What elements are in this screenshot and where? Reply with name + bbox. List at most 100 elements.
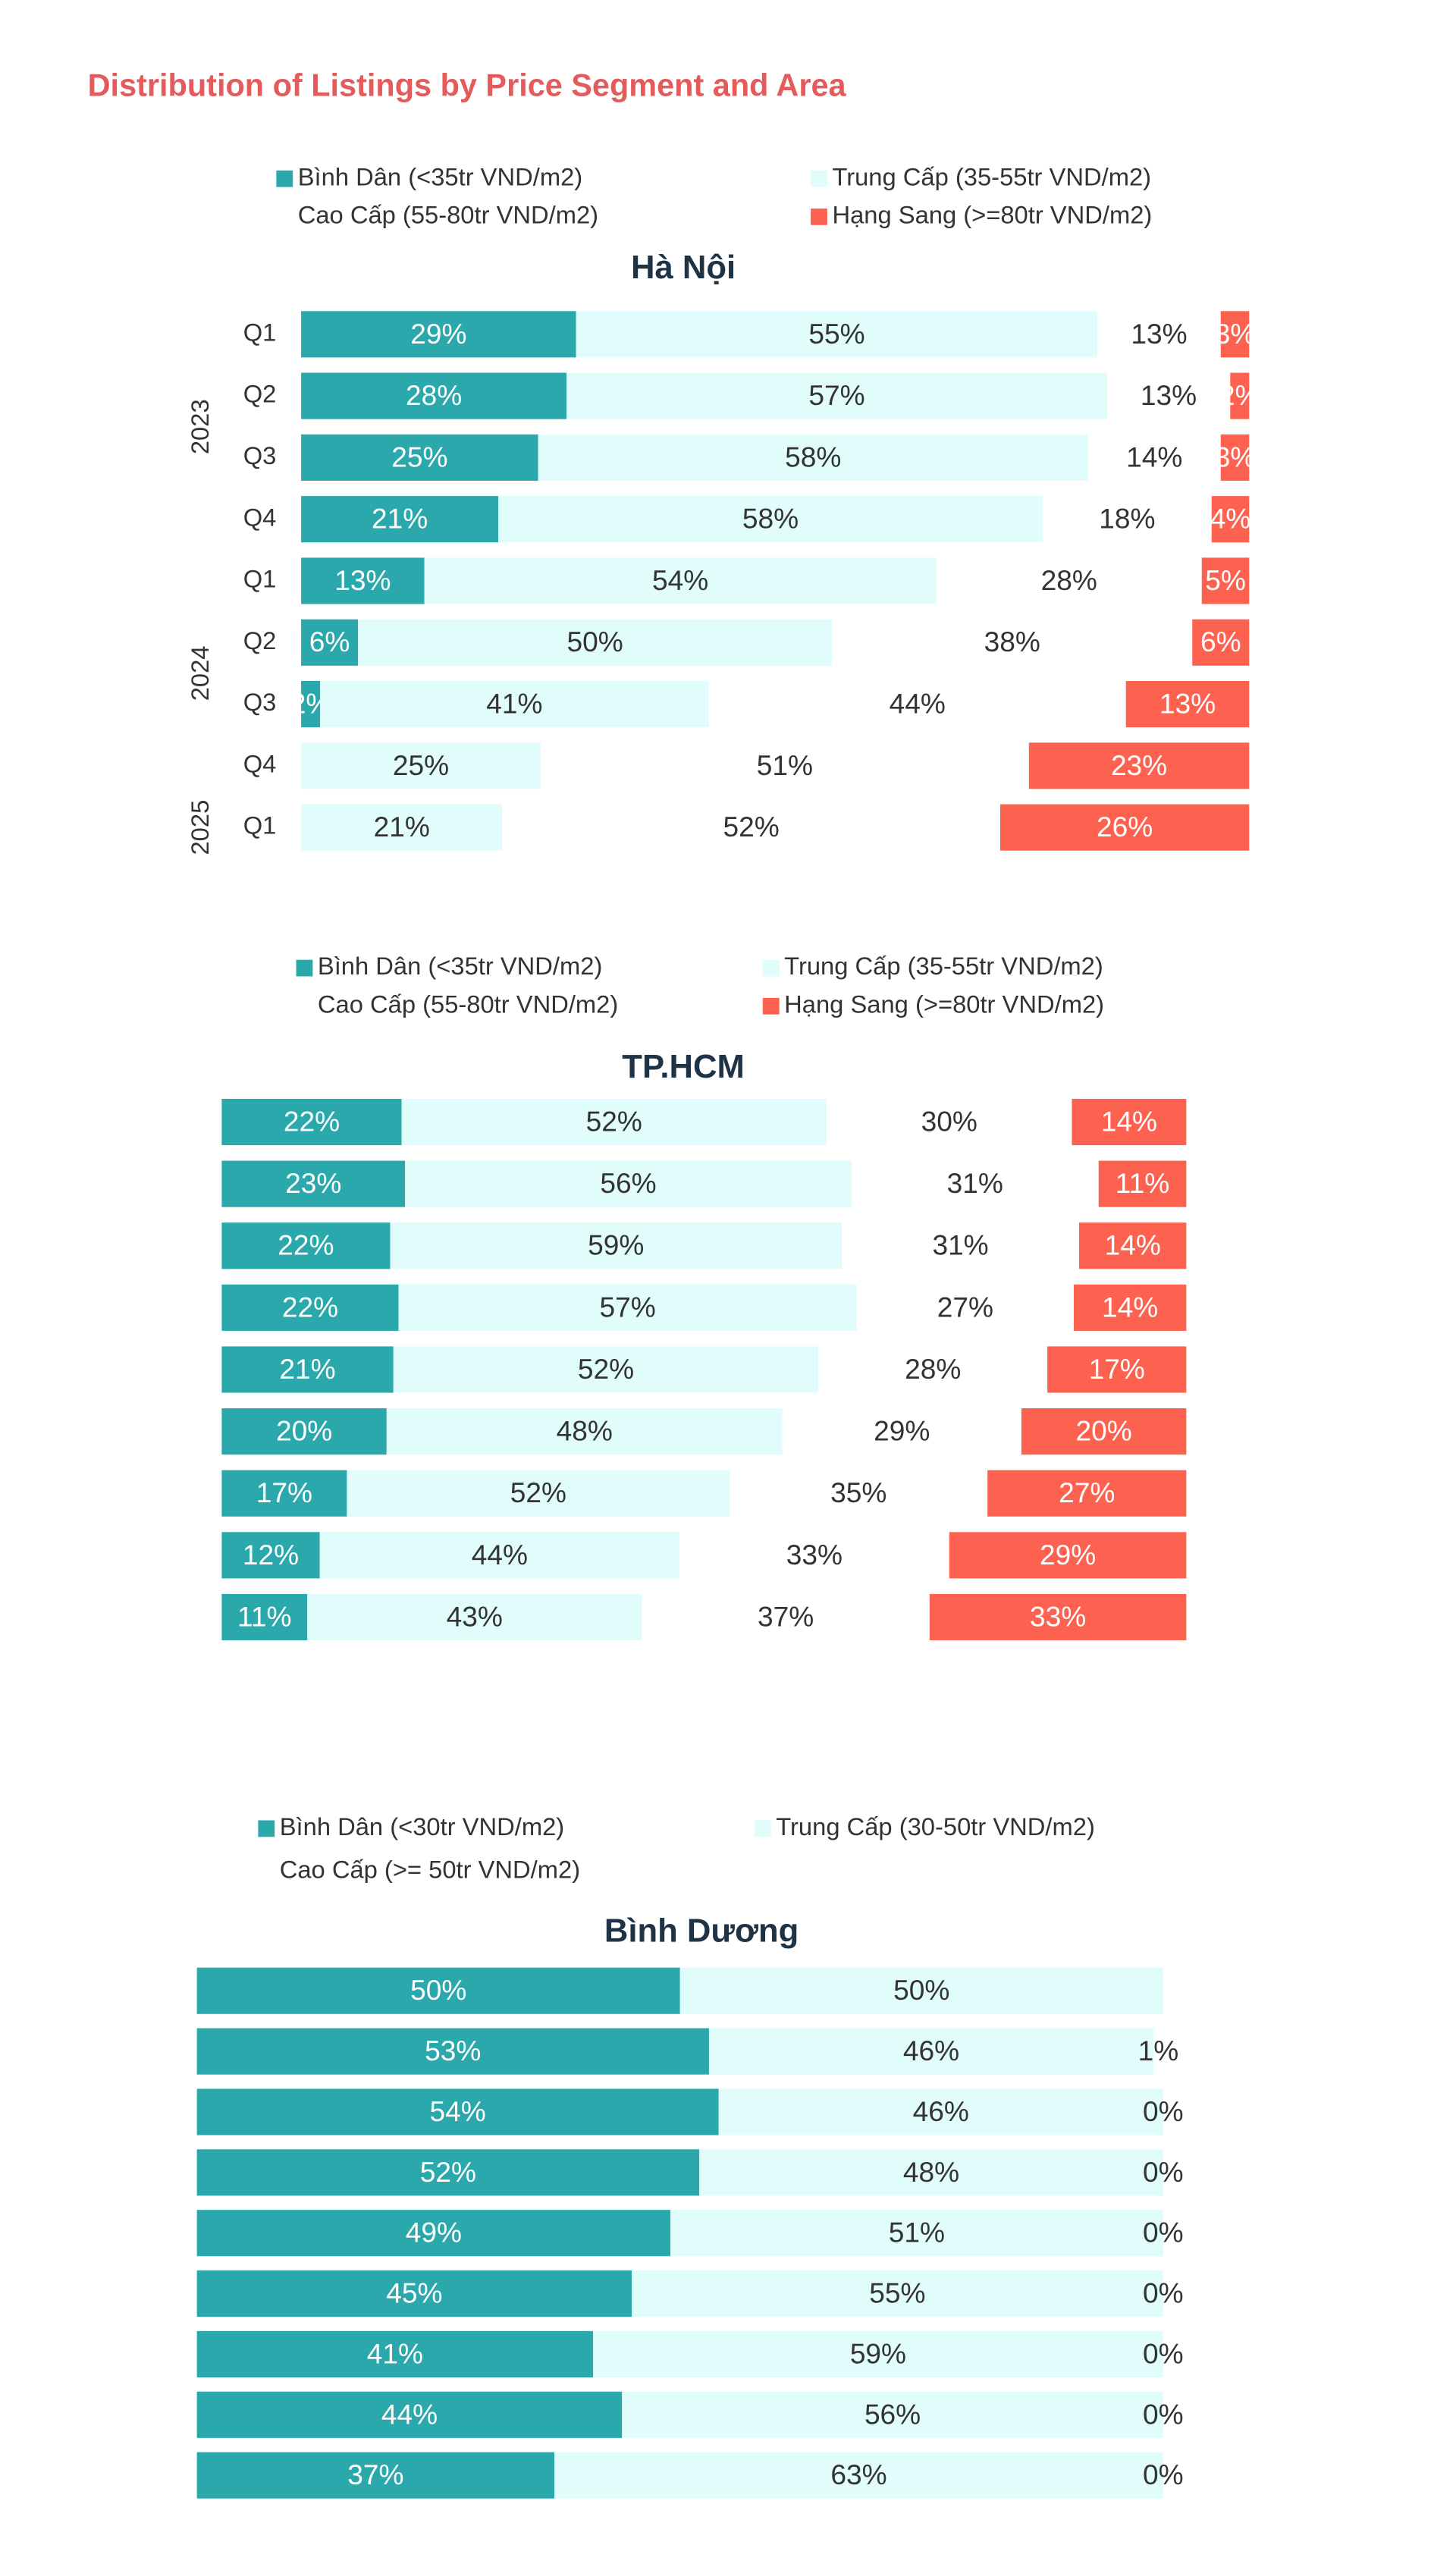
value-label: 3% [1215,318,1256,350]
value-label: 20% [276,1415,332,1447]
value-label: 29% [410,318,466,350]
group-label: 2025 [186,800,214,855]
value-label: 11% [237,1600,291,1632]
bar-segment [347,1470,730,1517]
value-label: 59% [588,1229,644,1261]
value-label: 53% [425,2035,481,2066]
value-label: 58% [742,503,799,535]
value-label: 46% [903,2035,959,2066]
value-label: 55% [808,318,864,350]
bar-segment [221,1532,320,1579]
legend-label: Hạng Sang (>=80tr VND/m2) [832,201,1152,229]
value-label: 6% [309,626,350,657]
bar-segment [358,619,833,666]
value-label: 6% [1200,626,1241,657]
value-label: 13% [1141,379,1197,411]
legend-swatch [258,1820,275,1837]
value-label: 12% [243,1539,299,1571]
group-label: 2024 [186,645,214,701]
legend-label: Cao Cấp (>= 50tr VND/m2) [280,1856,580,1884]
value-label: 0% [1143,2277,1184,2309]
bar-segment [301,619,359,666]
bar-segment [670,2210,1163,2257]
bar-segment [566,372,1107,419]
value-label: 51% [889,2217,945,2248]
value-label: 21% [374,811,430,843]
bar-segment [307,1593,642,1641]
value-label: 13% [334,564,391,596]
bar-segment [1098,1160,1187,1207]
value-label: 33% [1030,1600,1086,1632]
value-label: 17% [1089,1353,1145,1385]
bar-segment [196,2149,700,2196]
legend-label: Bình Dân (<30tr VND/m2) [280,1812,564,1840]
value-label: 44% [890,688,946,720]
value-label: 58% [785,441,841,472]
value-label: 0% [1143,2217,1184,2248]
bar-segment [708,680,1126,728]
value-label: 23% [285,1167,341,1199]
bar-segment [1201,557,1250,604]
bar-segment [301,742,541,789]
bar-segment [301,496,499,543]
legend-swatch [276,208,293,225]
value-label: 27% [937,1291,993,1323]
bar-segment [401,1098,827,1146]
bar-segment [221,1160,406,1207]
bar-segment [782,1408,1021,1455]
bar-segment [851,1160,1099,1207]
bar-segment [1072,1098,1187,1146]
bar-segment [221,1470,347,1517]
bar-segment [1021,1408,1187,1455]
bar-segment [1042,496,1212,543]
value-label: 21% [372,503,428,535]
value-label: 22% [278,1229,334,1261]
value-label: 0% [1143,2156,1184,2188]
value-label: 48% [557,1415,613,1447]
bar-segment [554,2452,1163,2499]
value-label: 21% [279,1353,335,1385]
value-label: 52% [723,811,780,843]
value-label: 57% [808,379,864,411]
value-label: 52% [420,2156,476,2188]
chart-title: Bình Dương [604,1912,799,1949]
value-label: 41% [486,688,542,720]
value-label: 0% [1143,2095,1184,2127]
value-label: 25% [391,441,447,472]
bar-segment [498,496,1043,543]
category-label: Q4 [243,503,277,531]
legend-swatch [276,170,293,187]
bar-segment [842,1222,1080,1269]
value-label: 50% [893,1974,949,2006]
bar-segment [987,1470,1187,1517]
category-label: Q2 [243,626,277,654]
value-label: 29% [1040,1539,1096,1571]
bar-segment [1211,496,1250,543]
value-label: 5% [1205,564,1246,596]
chart-title: Hà Nội [631,249,736,286]
bar-segment [319,1532,680,1579]
value-label: 29% [874,1415,930,1447]
bar-segment [1230,372,1250,419]
value-label: 28% [406,379,462,411]
bar-segment [196,2452,555,2499]
group-label: 2023 [186,399,214,454]
value-label: 0% [1143,2337,1184,2369]
bar-segment [540,742,1029,789]
bar-segment [301,311,576,358]
bar-segment [221,1098,402,1146]
bar-segment [718,2088,1163,2135]
legend-label: Bình Dân (<35tr VND/m2) [318,952,602,980]
value-label: 0% [1143,2398,1184,2430]
bar-segment [221,1408,387,1455]
category-label: Q1 [243,318,277,346]
bar-segment [999,804,1250,851]
legend-label: Hạng Sang (>=80tr VND/m2) [784,990,1104,1018]
value-label: 22% [282,1291,338,1323]
bar-segment [1079,1222,1187,1269]
value-label: 4% [1210,503,1251,535]
legend-swatch [811,170,827,187]
bar-segment [1220,434,1250,481]
value-label: 44% [472,1539,528,1571]
